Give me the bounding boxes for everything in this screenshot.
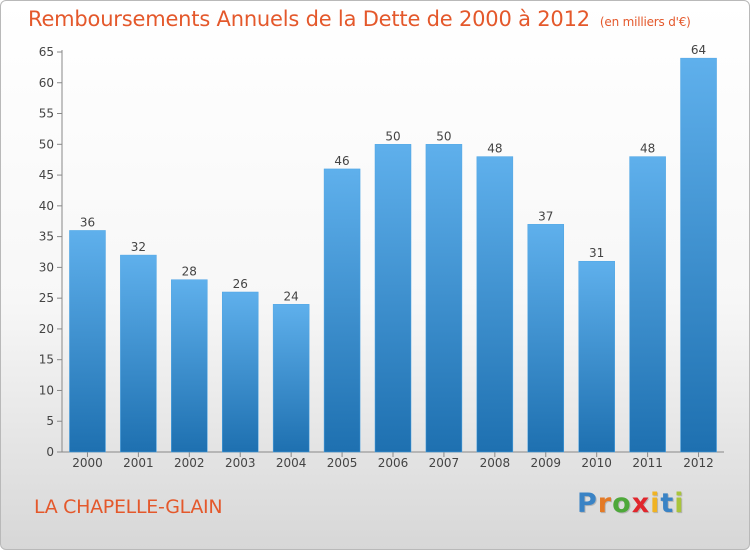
y-tick-label: 60	[39, 76, 54, 90]
y-tick-label: 65	[39, 45, 54, 59]
data-label: 24	[284, 289, 299, 303]
y-tick-label: 45	[39, 168, 54, 182]
chart-title: Remboursements Annuels de la Dette de 20…	[28, 7, 691, 31]
unit-note: (en milliers d'€)	[599, 15, 691, 29]
y-tick-label: 40	[39, 199, 54, 213]
x-tick-label: 2002	[174, 456, 205, 470]
x-tick-label: 2006	[378, 456, 409, 470]
data-label: 46	[334, 154, 349, 168]
y-tick-label: 15	[39, 353, 54, 367]
y-tick-label: 55	[39, 107, 54, 121]
logo-letter: i	[650, 488, 661, 519]
logo-letter: r	[597, 488, 613, 519]
bar-2011	[629, 156, 666, 453]
data-label: 26	[233, 277, 248, 291]
bar-2001	[120, 254, 157, 453]
bar-2003	[221, 291, 259, 453]
x-tick-label: 2010	[581, 456, 612, 470]
y-tick-label: 50	[39, 137, 54, 151]
data-label: 64	[691, 43, 706, 57]
bar-2010	[578, 260, 615, 453]
bar-2004	[272, 304, 310, 453]
title-text: Remboursements Annuels de la Dette de 20…	[28, 7, 590, 31]
bar-2005	[323, 168, 361, 453]
y-tick-label: 20	[39, 322, 54, 336]
data-label: 48	[487, 142, 502, 156]
x-tick-label: 2005	[327, 456, 358, 470]
x-tick-label: 2001	[123, 456, 154, 470]
bars	[69, 57, 717, 453]
x-axis: 2000 2001 2002 2003 2004 2005 2006 2007 2008 2009…	[62, 451, 724, 470]
x-tick-label: 2009	[530, 456, 561, 470]
logo-letter: i	[674, 488, 685, 519]
data-label: 50	[385, 129, 400, 143]
x-tick-label: 2004	[276, 456, 307, 470]
data-label: 31	[589, 246, 604, 260]
y-axis: 0 5 10 15 20 25 30 35 40 45 50 55 60 65	[39, 45, 63, 459]
logo-letter: P	[577, 488, 598, 519]
bar-2006	[374, 144, 412, 453]
y-tick-label: 35	[39, 230, 54, 244]
bar-2009	[527, 224, 565, 453]
x-tick-label: 2012	[683, 456, 714, 470]
data-label: 36	[80, 215, 95, 229]
y-tick-label: 5	[46, 414, 54, 428]
data-label: 50	[436, 129, 451, 143]
bar-2000	[69, 230, 106, 453]
bar-2002	[171, 279, 208, 453]
y-tick-label: 0	[46, 445, 54, 459]
y-tick-label: 25	[39, 291, 54, 305]
bar-2012	[680, 57, 717, 453]
logo-letter: x	[631, 488, 651, 519]
proxiti-logo: Proxiti	[577, 488, 685, 519]
data-label: 28	[182, 265, 197, 279]
data-label: 32	[131, 240, 146, 254]
data-label: 48	[640, 142, 655, 156]
location-name: LA CHAPELLE-GLAIN	[34, 496, 223, 518]
bar-2008	[476, 156, 514, 453]
x-tick-label: 2008	[480, 456, 511, 470]
x-tick-label: 2003	[225, 456, 256, 470]
x-tick-label: 2000	[72, 456, 103, 470]
data-label: 37	[538, 209, 553, 223]
logo-letter: o	[612, 488, 632, 519]
x-tick-label: 2007	[429, 456, 460, 470]
y-tick-label: 30	[39, 260, 54, 274]
x-tick-label: 2011	[632, 456, 663, 470]
logo-letter: t	[660, 488, 675, 519]
bar-2007	[425, 144, 463, 453]
y-tick-label: 10	[39, 383, 54, 397]
data-labels: 36 32 28 26 24 46 50 50 48 37 31 48 64	[80, 43, 706, 303]
